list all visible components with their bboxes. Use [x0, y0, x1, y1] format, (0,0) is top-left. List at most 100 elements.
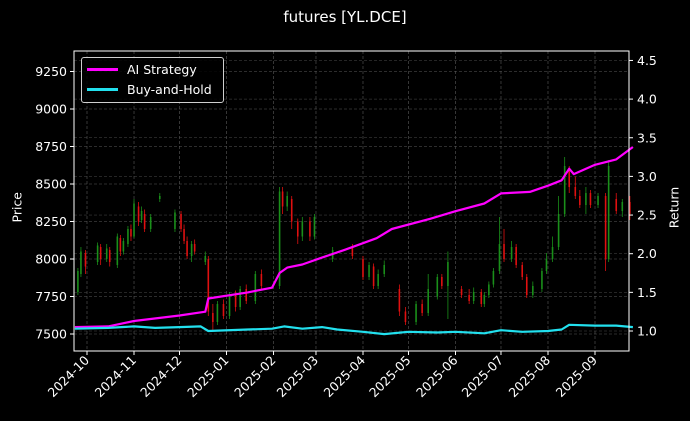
candle-body: [119, 238, 122, 252]
candle-body: [186, 241, 188, 256]
candle-body: [77, 271, 79, 292]
candle-body: [551, 247, 554, 259]
legend-swatch-ai-strategy: [87, 68, 118, 71]
candle-body: [143, 214, 146, 229]
x-tick-label: 2025-05: [366, 353, 414, 401]
candle-body: [212, 313, 214, 322]
legend-item-ai-strategy: AI Strategy: [87, 62, 197, 77]
candle-body: [158, 196, 161, 199]
chart-title: futures [YL.DCE]: [283, 8, 407, 26]
legend-label-buy-and-hold: Buy-and-Hold: [127, 82, 212, 97]
candle-body: [597, 196, 599, 205]
candle-body: [137, 206, 140, 222]
ai-strategy-line: [74, 146, 634, 329]
y-tick-label-right: 1.5: [637, 285, 657, 300]
candle-body: [351, 247, 354, 256]
candle-body: [607, 166, 610, 259]
y-tick-label-right: 4.5: [637, 53, 657, 68]
candle-body: [84, 253, 87, 267]
y-tick-label-left: 8000: [35, 252, 67, 267]
candle-body: [629, 202, 631, 214]
candle-body: [96, 245, 99, 262]
candle-body: [260, 274, 263, 286]
candle-body: [585, 193, 587, 205]
y-tick-label-left: 8750: [35, 139, 67, 154]
candle-body: [245, 289, 248, 301]
x-tick-label: 2024-12: [137, 353, 185, 401]
candle-body: [404, 311, 407, 322]
y-tick-label-right: 2.0: [637, 246, 657, 261]
candle-body: [515, 247, 517, 265]
candle-body: [133, 203, 135, 237]
x-tick-label: 2024-10: [45, 352, 93, 400]
candle-body: [532, 286, 534, 295]
y-tick-label-left: 8250: [35, 214, 67, 229]
candle-body: [239, 289, 241, 307]
x-tick-label: 2025-06: [413, 352, 461, 400]
legend-swatch-buy-and-hold: [87, 88, 118, 91]
candle-body: [579, 196, 581, 205]
y-tick-label-left: 7500: [35, 327, 67, 342]
x-tick-label: 2025-03: [274, 353, 322, 401]
candle-body: [377, 274, 379, 286]
candle-body: [568, 169, 571, 187]
y-tick-label-right: 1.0: [637, 324, 657, 339]
candle-body: [149, 217, 152, 229]
y-tick-label-left: 9000: [35, 102, 67, 117]
y-tick-label-right: 2.5: [637, 208, 657, 223]
candle-body: [281, 191, 284, 207]
candle-body: [574, 187, 577, 196]
plot-frame: [73, 50, 630, 352]
candle-body: [309, 221, 311, 237]
buy-and-hold-line: [74, 323, 633, 336]
y-tick-label-left: 7750: [35, 289, 67, 304]
candle-body: [127, 229, 129, 244]
candle-body: [563, 166, 566, 214]
candle-body: [589, 193, 592, 205]
candle-body: [174, 212, 176, 229]
candle-body: [460, 289, 463, 295]
y-tick-label-right: 3.5: [637, 130, 657, 145]
candle-body: [621, 202, 624, 211]
y-tick-label-left: 9250: [35, 64, 67, 79]
y-tick-label-right: 3.0: [637, 169, 657, 184]
candle-body: [362, 259, 364, 277]
candle-body: [398, 289, 401, 312]
candle-body: [207, 259, 210, 312]
candle-body: [234, 295, 237, 307]
legend-label-ai-strategy: AI Strategy: [127, 62, 197, 77]
x-tick-label: 2025-08: [506, 352, 554, 400]
legend: AI Strategy Buy-and-Hold: [81, 57, 224, 103]
candle-body: [383, 265, 386, 274]
candle-body: [541, 271, 543, 289]
candle-body: [604, 196, 607, 259]
candle-body: [480, 292, 483, 304]
candle-body: [615, 199, 618, 211]
candle-body: [140, 211, 143, 220]
candle-body: [301, 221, 304, 237]
candle-body: [216, 304, 219, 322]
x-tick-label: 2025-01: [184, 353, 232, 401]
candle-body: [228, 295, 231, 316]
candle-body: [290, 199, 293, 222]
candle-body: [130, 229, 132, 237]
candle-body: [222, 304, 225, 316]
candle-body: [510, 247, 513, 259]
candle-body: [254, 274, 257, 301]
candle-body: [545, 259, 548, 271]
candle-body: [427, 289, 429, 313]
candle-body: [122, 241, 125, 252]
candle-body: [557, 214, 560, 247]
candle-body: [180, 214, 182, 229]
x-tick-label: 2025-07: [459, 353, 507, 401]
candle-body: [99, 247, 102, 259]
candle-body: [372, 266, 375, 286]
candle-body: [193, 244, 196, 252]
candle-body: [296, 221, 299, 237]
legend-item-buy-and-hold: Buy-and-Hold: [87, 82, 212, 97]
candle-body: [472, 292, 475, 301]
candle-body: [368, 265, 370, 277]
candle-body: [80, 251, 82, 274]
y-tick-label-right: 4.0: [637, 92, 657, 107]
